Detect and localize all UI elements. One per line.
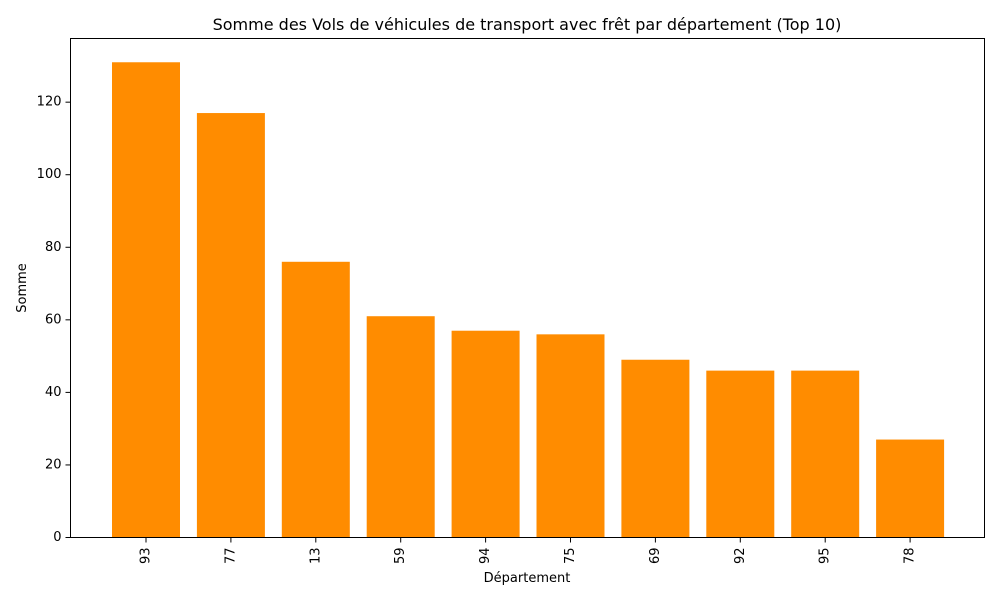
x-axis-label: Département — [484, 571, 571, 586]
bar-92 — [706, 370, 775, 538]
bars-group — [112, 62, 945, 538]
y-tick-label: 100 — [37, 167, 62, 182]
x-tick-label: 93 — [139, 548, 154, 565]
x-tick-label: 13 — [308, 548, 323, 565]
x-tick-label: 59 — [393, 548, 408, 565]
bar-75 — [536, 334, 605, 538]
y-axis-ticks: 0 20 40 60 80 100 120 — [37, 95, 71, 545]
y-tick-label: 80 — [45, 240, 62, 255]
x-tick-label: 75 — [563, 548, 578, 565]
y-tick-label: 40 — [45, 385, 62, 400]
x-axis-ticks: 93 77 13 59 94 75 69 92 95 78 — [139, 537, 918, 565]
y-tick-label: 120 — [37, 95, 62, 110]
bar-69 — [621, 359, 690, 538]
plot-frame — [70, 38, 985, 538]
x-tick-label: 77 — [223, 548, 238, 565]
bar-93 — [112, 62, 180, 538]
x-tick-label: 95 — [818, 548, 833, 565]
bar-94 — [451, 330, 520, 538]
y-tick-label: 0 — [53, 530, 61, 545]
x-tick-label: 78 — [903, 548, 918, 565]
bar-95 — [791, 370, 860, 538]
bar-13 — [281, 261, 350, 538]
bar-77 — [196, 113, 265, 538]
y-tick-label: 60 — [45, 312, 62, 327]
x-tick-label: 94 — [478, 548, 493, 565]
x-tick-label: 92 — [733, 548, 748, 565]
x-tick-label: 69 — [648, 548, 663, 565]
y-tick-label: 20 — [45, 457, 62, 472]
bar-59 — [366, 316, 435, 538]
y-axis-label: Somme — [15, 263, 30, 313]
bar-78 — [876, 439, 945, 538]
chart-title: Somme des Vols de véhicules de transport… — [213, 15, 842, 34]
